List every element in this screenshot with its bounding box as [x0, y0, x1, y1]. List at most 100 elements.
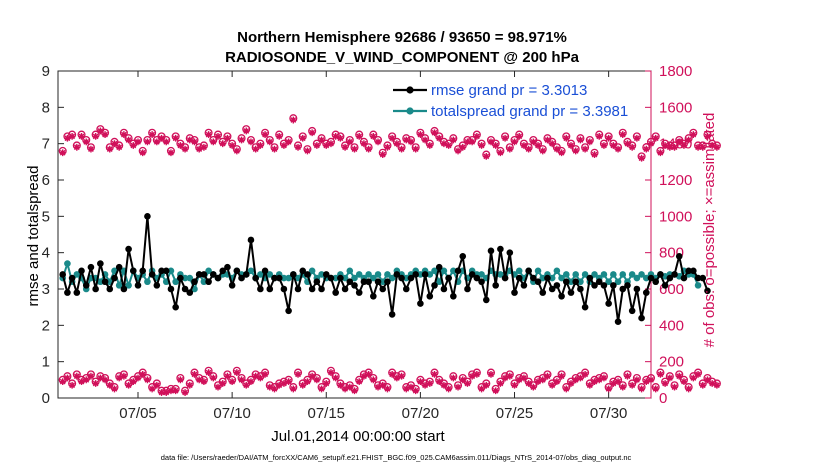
obs-assimilated-marker	[209, 374, 217, 382]
obs-assimilated-marker	[628, 381, 636, 389]
totalspread-point	[426, 271, 434, 278]
obs-assimilated-marker	[605, 134, 613, 142]
rmse-point	[412, 271, 419, 278]
rmse-point	[482, 296, 490, 304]
rmse-point	[200, 271, 208, 278]
rmse-point	[252, 274, 259, 282]
obs-assimilated-marker	[619, 131, 627, 138]
obs-assimilated-marker	[426, 380, 434, 387]
obs-assimilated-marker	[200, 378, 208, 386]
obs-assimilated-marker	[68, 381, 76, 389]
obs-assimilated-marker	[242, 381, 250, 389]
totalspread-point	[402, 274, 410, 282]
obs-assimilated-marker	[492, 387, 500, 395]
obs-assimilated-marker	[148, 385, 156, 393]
obs-assimilated-marker	[638, 154, 645, 162]
obs-assimilated-marker	[120, 372, 128, 380]
rmse-point	[402, 285, 410, 293]
rmse-point	[78, 267, 85, 275]
rmse-point	[181, 285, 189, 293]
rmse-point	[101, 278, 109, 286]
rmse-point	[247, 236, 255, 244]
obs-assimilated-marker	[209, 138, 217, 146]
rmse-point	[64, 289, 71, 296]
totalspread-point	[370, 274, 377, 282]
obs-assimilated-marker	[379, 151, 387, 158]
obs-assimilated-marker	[280, 380, 288, 387]
rmse-point	[327, 274, 335, 282]
totalspread-point	[567, 278, 575, 286]
obs-assimilated-marker	[487, 138, 495, 146]
obs-assimilated-marker	[92, 380, 100, 387]
obs-assimilated-marker	[416, 378, 424, 386]
rmse-point	[515, 274, 523, 282]
rmse-point	[638, 314, 645, 322]
totalspread-point	[172, 278, 179, 286]
obs-assimilated-marker	[205, 131, 213, 138]
rmse-point	[341, 285, 349, 293]
totalspread-point	[374, 271, 382, 278]
rmse-point	[106, 285, 114, 293]
obs-assimilated-marker	[586, 138, 594, 146]
x-axis: 07/05 07/10 07/15 07/20 07/25 07/30	[119, 71, 627, 422]
obs-assimilated-marker	[68, 133, 76, 140]
obs-assimilated-marker	[694, 143, 702, 151]
obs-assimilated-marker	[642, 145, 650, 153]
totalspread-point	[266, 271, 274, 278]
rmse-point	[162, 267, 170, 275]
obs-assimilated-marker	[478, 142, 485, 149]
rmse-point	[68, 274, 76, 282]
rmse-point	[624, 282, 631, 289]
obs-assimilated-marker	[581, 370, 589, 378]
obs-assimilated-marker	[633, 376, 641, 384]
obs-assimilated-marker	[280, 142, 288, 149]
rmse-point	[680, 274, 688, 282]
obs-assimilated-marker	[666, 374, 674, 382]
obs-assimilated-marker	[440, 381, 448, 389]
obs-assimilated-marker	[562, 385, 570, 393]
obs-assimilated-marker	[511, 138, 518, 146]
rmse-point	[610, 282, 617, 289]
rmse-point	[473, 274, 481, 282]
obs-assimilated-marker	[313, 142, 321, 149]
obs-assimilated-marker	[341, 143, 349, 151]
obs-assimilated-marker	[567, 142, 575, 149]
obs-assimilated-marker	[449, 136, 457, 144]
obs-assimilated-marker	[167, 387, 175, 395]
rmse-point	[440, 285, 448, 293]
obs-assimilated-marker	[195, 376, 203, 384]
rmse-point	[478, 278, 485, 286]
obs-assimilated-marker	[577, 136, 584, 144]
totalspread-point	[285, 274, 292, 282]
obs-assimilated-marker	[548, 140, 556, 148]
rmse-point	[111, 274, 118, 282]
obs-assimilated-marker	[501, 374, 509, 382]
obs-assimilated-marker	[445, 385, 453, 393]
obs-assimilated-marker	[426, 142, 434, 149]
rmse-point	[657, 271, 664, 278]
totalspread-point	[572, 271, 579, 278]
legend-spread-label: totalspread grand pr = 3.3981	[431, 103, 628, 120]
totalspread-point	[318, 271, 325, 278]
rmse-point	[468, 271, 476, 278]
obs-assimilated-marker	[506, 145, 514, 153]
obs-assimilated-marker	[520, 142, 528, 149]
x-tick-label: 07/10	[213, 405, 251, 422]
rmse-point	[332, 289, 339, 296]
obs-assimilated-marker	[322, 380, 330, 387]
rmse-point	[374, 278, 382, 286]
obs-assimilated-marker	[73, 372, 81, 380]
x-axis-label: Jul.01,2014 00:00:00 start	[271, 428, 445, 445]
obs-assimilated-marker	[454, 383, 462, 391]
rmse-point	[388, 311, 396, 318]
obs-assimilated-marker	[369, 133, 377, 140]
obs-assimilated-marker	[567, 380, 575, 387]
rmse-point	[581, 303, 589, 311]
obs-assimilated-marker	[96, 127, 104, 135]
rmse-point	[633, 285, 641, 293]
obs-assimilated-marker	[266, 383, 274, 391]
totalspread-point	[97, 278, 104, 286]
obs-assimilated-marker	[214, 133, 222, 140]
obs-assimilated-marker	[647, 376, 655, 384]
obs-assimilated-marker	[454, 147, 462, 155]
